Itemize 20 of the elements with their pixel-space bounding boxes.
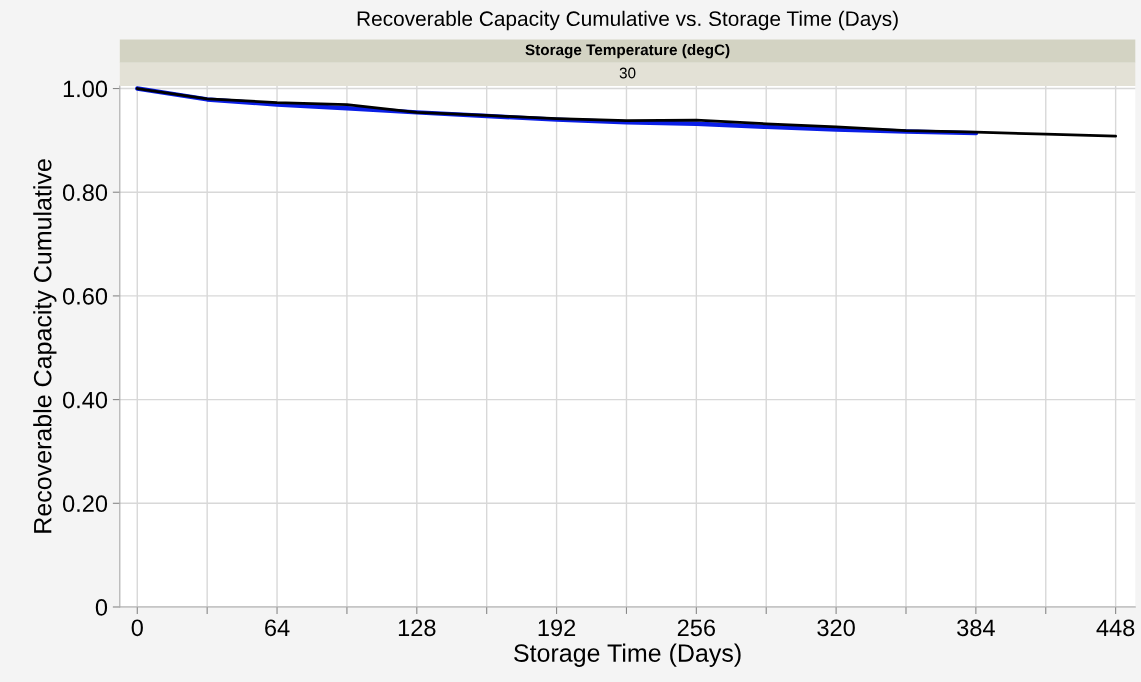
line-series [135,87,1118,138]
y-tick-label: 0.80 [62,184,108,201]
x-tick-label: 192 [538,619,576,637]
x-tick-label: 64 [265,619,290,637]
chart-title: Recoverable Capacity Cumulative vs. Storage Time (Days) [357,10,898,31]
text: Storage Temperature (degC) [525,44,730,59]
y-tick-label: 0.60 [62,287,108,305]
x-tick-label: 384 [957,619,995,637]
y-tick-label: 0.20 [62,495,108,513]
y-tick-label: 0.40 [62,391,108,409]
x-tick-label: 448 [1096,619,1135,637]
text: 30 [619,67,636,79]
x-tick-label: 320 [817,619,855,637]
x-tick-label: 0 [131,619,143,637]
y-tick-label: 1.00 [63,80,108,98]
x-tick-label: 128 [398,619,436,637]
x-tick-label: 256 [677,619,715,637]
y-tick-label: 0 [95,599,108,616]
y-axis-title: Recoverable Capacity Cumulative [33,159,57,533]
x-axis-title: Storage Time (Days) [514,643,741,667]
